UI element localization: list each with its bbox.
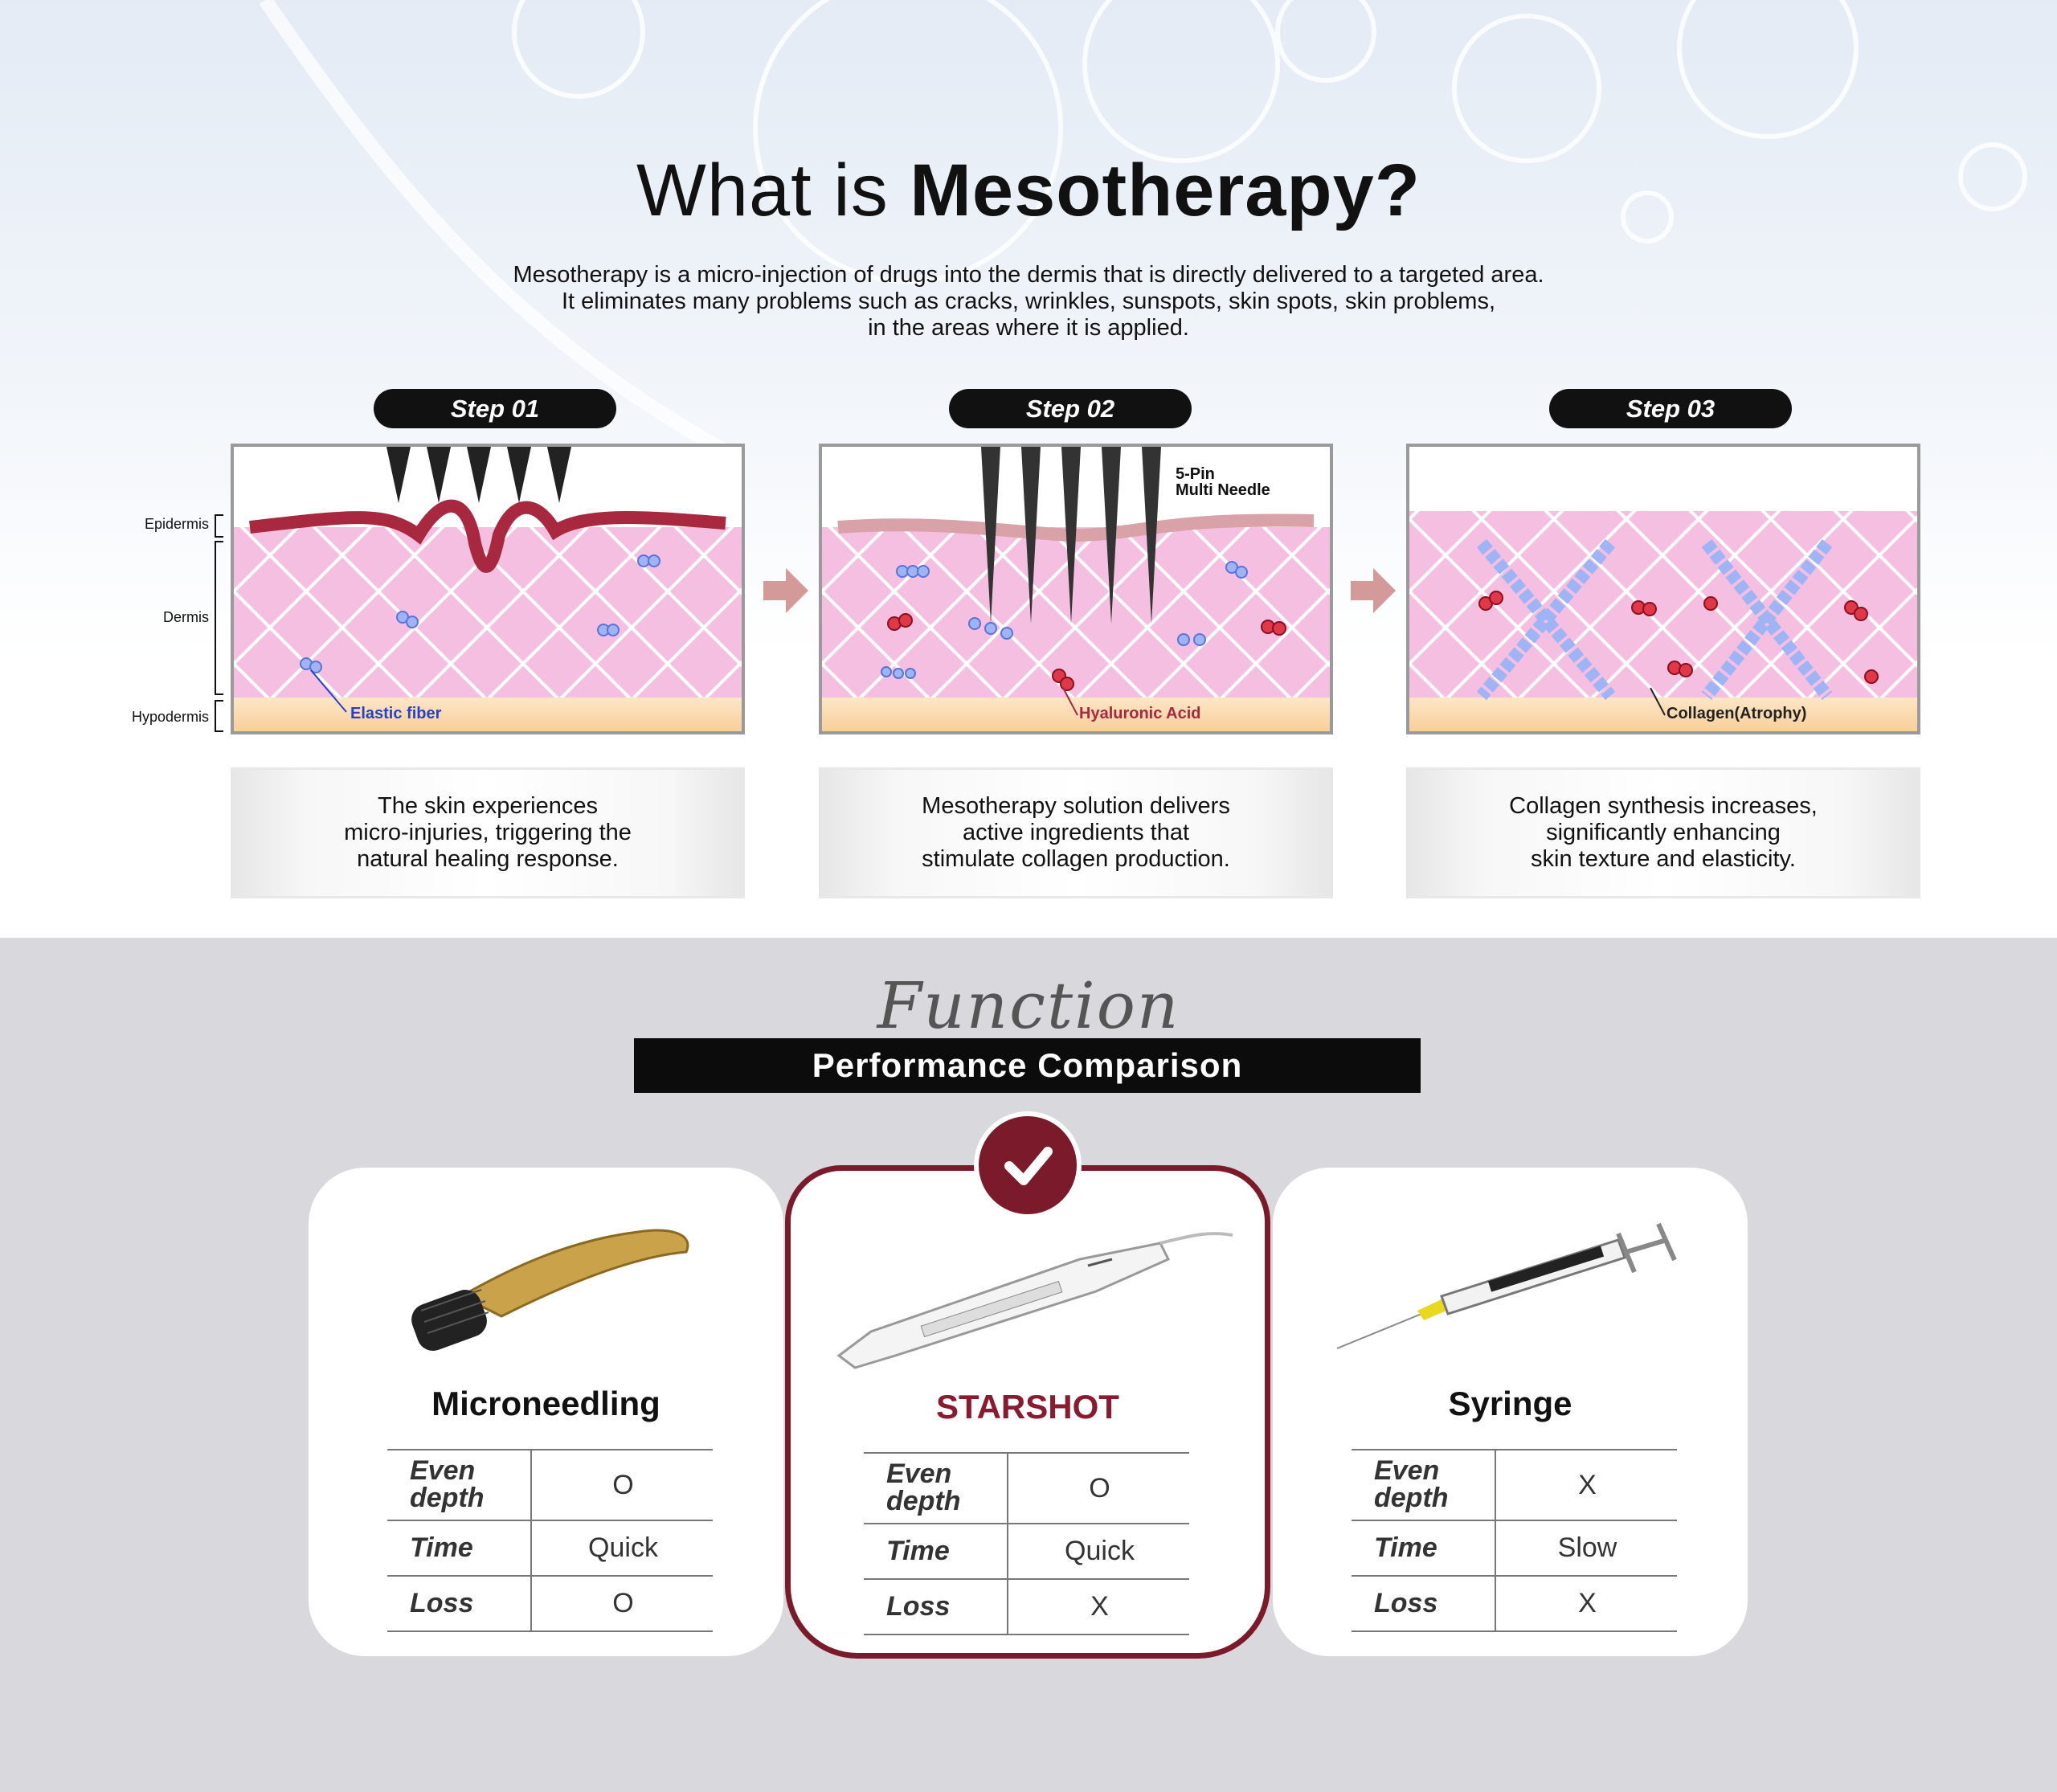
spec-label: Even depth: [410, 1455, 485, 1513]
section-title: Performance Comparison: [634, 1038, 1421, 1093]
step-pill: Step 03: [1549, 389, 1792, 428]
spec-row: Loss X: [1352, 1575, 1677, 1632]
description-line: Mesotherapy is a micro-injection of drug…: [513, 262, 1544, 288]
spec-value: O: [1007, 1454, 1191, 1523]
needle-label: 5-Pin: [1176, 465, 1215, 483]
spec-value: X: [1495, 1577, 1679, 1630]
step-caption: The skin experiences micro-injuries, trig…: [231, 767, 745, 898]
main-title: What is Mesotherapy?: [0, 149, 2057, 233]
caption-line: Collagen synthesis increases,: [1509, 793, 1818, 819]
annotation: Hyaluronic Acid: [1079, 705, 1201, 722]
product-image: [836, 1232, 1233, 1369]
spec-value: Slow: [1495, 1521, 1679, 1575]
caption-line: micro-injuries, triggering the: [344, 820, 632, 845]
product-card: Syringe Even depth X Time Slow Loss X: [1273, 1168, 1748, 1656]
annotation: Elastic fiber: [350, 705, 442, 722]
step-diagram: Collagen(Atrophy): [1406, 444, 1920, 734]
caption-line: stimulate collagen production.: [922, 846, 1230, 872]
layer-label: Dermis: [163, 609, 209, 625]
script-title: Function: [877, 968, 1180, 1043]
step-diagram: Elastic fiber: [231, 444, 745, 734]
product-card: Microneedling Even depth O Time Quick Loss O: [309, 1168, 783, 1656]
caption-line: natural healing response.: [357, 846, 619, 872]
step-arrow: [763, 568, 808, 613]
caption-line: The skin experiences: [377, 793, 599, 819]
product-image: [1336, 1222, 1677, 1349]
spec-row: Even depth X: [1352, 1449, 1677, 1520]
caption-line: Mesotherapy solution delivers: [922, 793, 1230, 819]
description-line: in the areas where it is applied.: [868, 315, 1189, 341]
step-pill: Step 01: [374, 389, 616, 428]
product-name: Syringe: [1448, 1385, 1572, 1422]
spec-row: Loss X: [864, 1578, 1189, 1635]
layer-brackets: [215, 514, 223, 732]
description-line: It eliminates many problems such as crac…: [561, 288, 1496, 314]
spec-label: Time: [1374, 1532, 1437, 1563]
spec-row: Even depth O: [864, 1452, 1189, 1523]
spec-row: Loss O: [387, 1575, 713, 1632]
spec-row: Time Slow: [1352, 1520, 1677, 1575]
spec-table: Even depth O Time Quick Loss O: [387, 1449, 713, 1632]
spec-table: Even depth O Time Quick Loss X: [864, 1452, 1189, 1635]
caption-line: skin texture and elasticity.: [1531, 846, 1796, 872]
product-name: STARSHOT: [936, 1388, 1119, 1426]
annotation: Collagen(Atrophy): [1666, 705, 1806, 722]
step-diagram: Hyaluronic Acid 5-Pin Multi Needle: [819, 444, 1333, 734]
skin-diagram: Elastic fiber: [234, 447, 742, 731]
step-pill: Step 02: [949, 389, 1192, 428]
intro-section: What is Mesotherapy? Mesotherapy is a mi…: [0, 0, 2057, 938]
selected-badge: [974, 1111, 1082, 1219]
spec-row: Even depth O: [387, 1449, 713, 1520]
step-arrow: [1351, 568, 1396, 613]
spec-value: X: [1495, 1450, 1679, 1520]
needle-label: Multi Needle: [1176, 481, 1270, 499]
caption-line: significantly enhancing: [1546, 820, 1781, 845]
spec-label: Time: [886, 1536, 950, 1566]
spec-label: Loss: [410, 1588, 474, 1618]
product-name: Microneedling: [431, 1385, 660, 1422]
spec-label: Loss: [886, 1591, 951, 1622]
layer-label: Epidermis: [144, 516, 209, 532]
spec-value: Quick: [530, 1521, 714, 1575]
bubble-background: [259, 0, 2027, 456]
step-caption: Mesotherapy solution delivers active ingr…: [819, 767, 1333, 898]
title-light: What is: [636, 149, 889, 231]
spec-value: Quick: [1007, 1524, 1191, 1578]
spec-label: Loss: [1374, 1588, 1438, 1618]
spec-label: Even depth: [1374, 1455, 1449, 1513]
product-card: STARSHOT Even depth O Time Quick Loss X: [785, 1165, 1270, 1659]
check-icon: [1004, 1147, 1053, 1185]
spec-table: Even depth X Time Slow Loss X: [1352, 1449, 1677, 1632]
product-image: [411, 1229, 689, 1351]
spec-value: X: [1007, 1580, 1191, 1634]
caption-line: active ingredients that: [962, 820, 1190, 845]
spec-value: O: [530, 1450, 714, 1520]
spec-label: Time: [410, 1532, 473, 1563]
title-bold: Mesotherapy?: [910, 149, 1421, 231]
skin-diagram: Collagen(Atrophy): [1409, 511, 1917, 731]
layer-label: Hypodermis: [131, 709, 209, 725]
spec-row: Time Quick: [387, 1520, 713, 1575]
spec-value: O: [530, 1577, 714, 1630]
spec-row: Time Quick: [864, 1523, 1189, 1578]
skin-diagram: Hyaluronic Acid 5-Pin Multi Needle: [822, 447, 1330, 731]
step-caption: Collagen synthesis increases, significant…: [1406, 767, 1920, 898]
spec-label: Even depth: [886, 1459, 961, 1516]
